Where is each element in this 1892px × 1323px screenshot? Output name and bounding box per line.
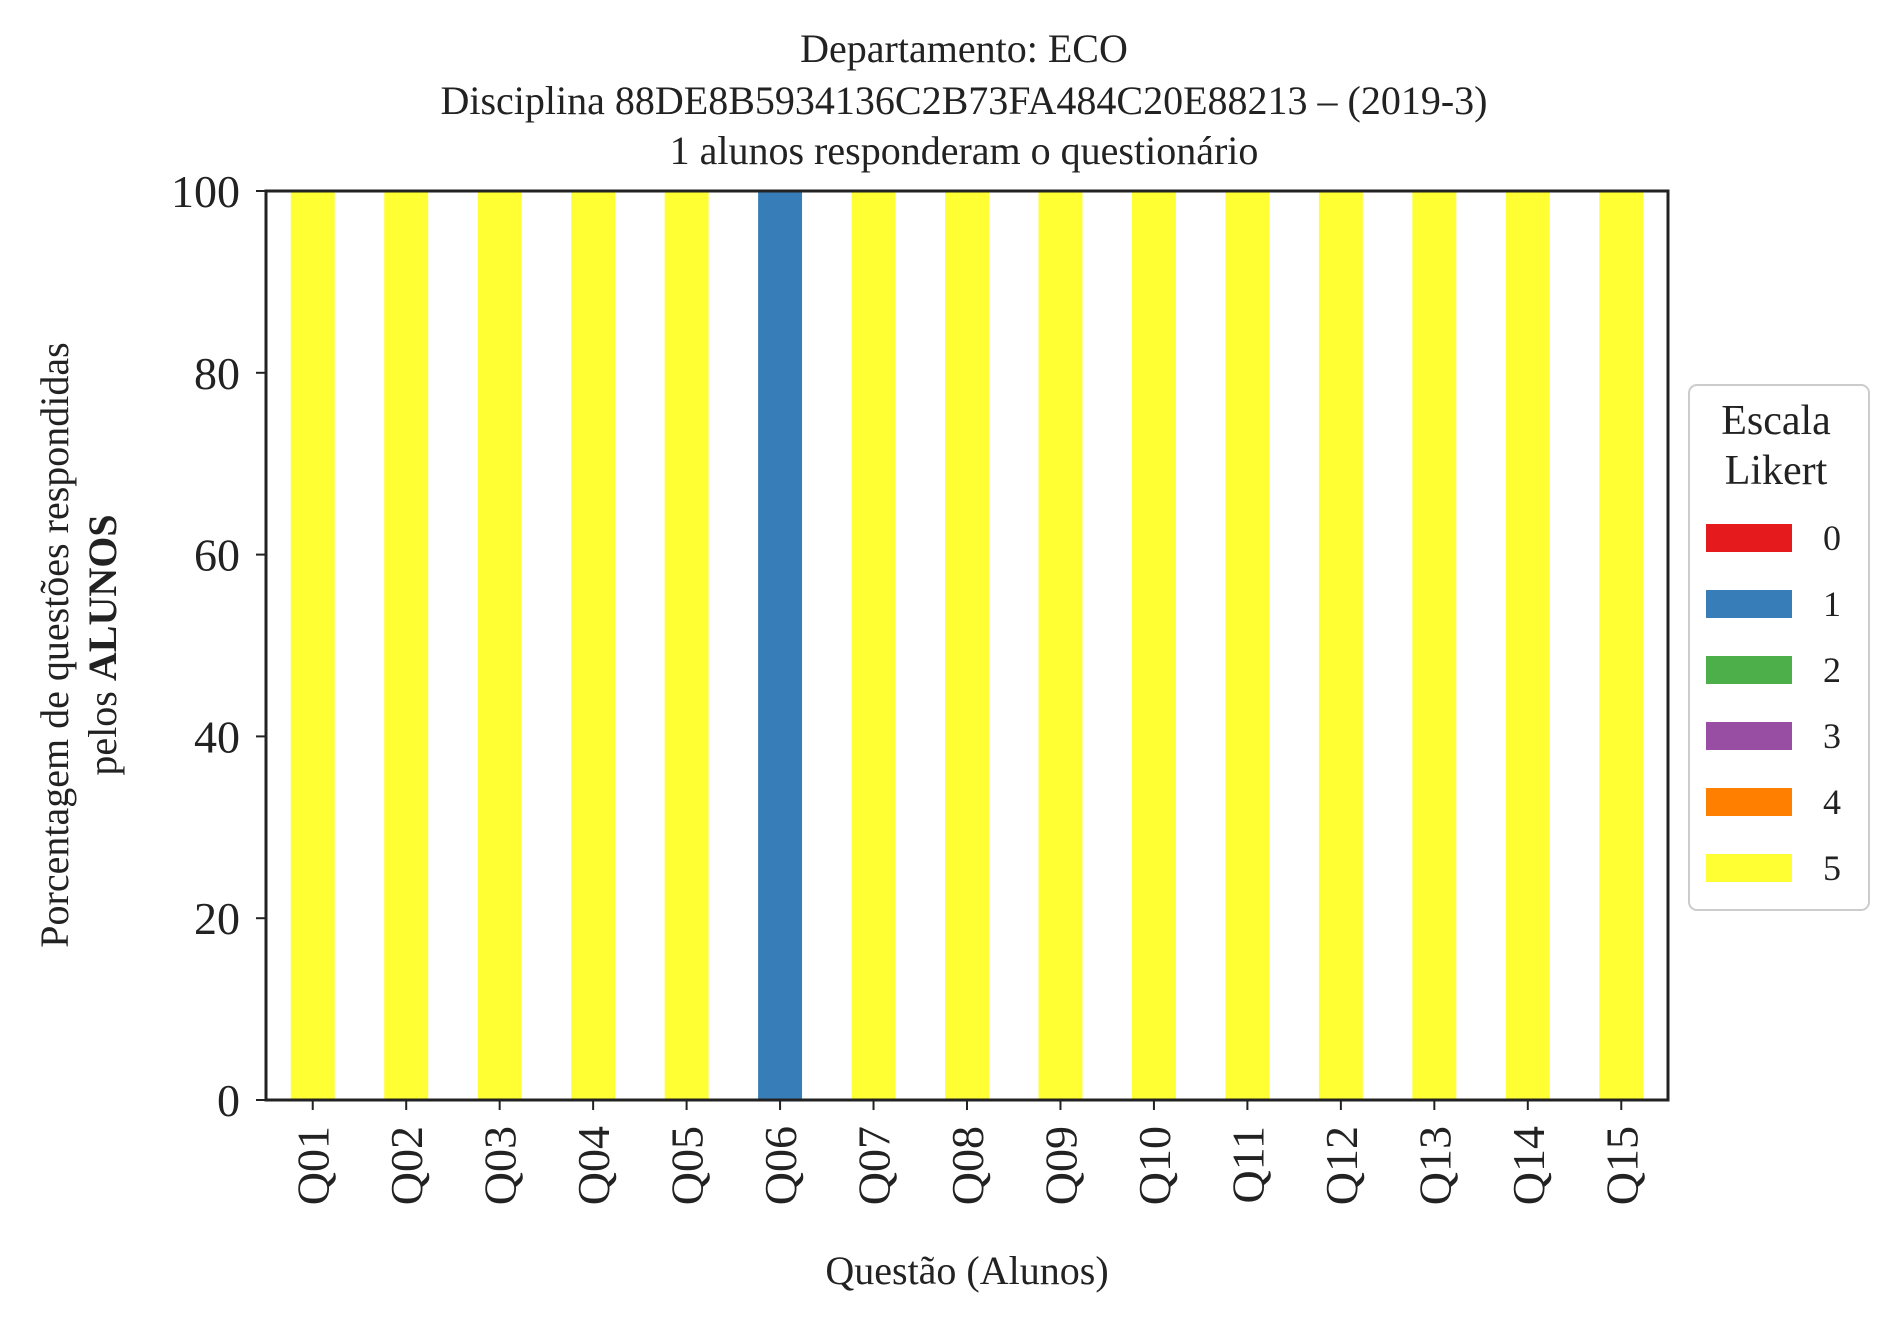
x-axis-ticks: Q01 Q02 Q03 Q04 Q05 Q06 Q07 Q08 Q09 Q10 Q11 Q12 Q13 Q… xyxy=(288,1100,1647,1205)
legend-title-line-2: Likert xyxy=(1725,448,1828,494)
title-line-3: 1 alunos responderam o questionário xyxy=(670,128,1259,173)
y-tick-label: 100 xyxy=(171,166,240,217)
bar-Q03-likert-5 xyxy=(477,191,522,1100)
bar-Q15-likert-5 xyxy=(1599,191,1644,1100)
bar-Q01-likert-5 xyxy=(290,191,335,1100)
bar-Q05-likert-5 xyxy=(664,191,709,1100)
title-line-1: Departamento: ECO xyxy=(800,26,1128,71)
bar-Q02-likert-5 xyxy=(384,191,429,1100)
x-tick-label: Q07 xyxy=(849,1126,900,1205)
x-tick-label: Q15 xyxy=(1596,1126,1647,1205)
legend-swatch-0 xyxy=(1706,524,1792,552)
legend-swatch-3 xyxy=(1706,722,1792,750)
legend-swatch-2 xyxy=(1706,656,1792,684)
y-axis-label-bold: ALUNOS xyxy=(80,514,125,681)
plot-frame xyxy=(264,189,1670,1102)
bar-Q10-likert-5 xyxy=(1131,191,1176,1100)
y-tick-label: 60 xyxy=(194,530,240,581)
x-axis-label: Questão (Alunos) xyxy=(825,1248,1108,1293)
chart-title: Departamento: ECO Disciplina 88DE8B59341… xyxy=(440,26,1487,173)
x-tick-label: Q02 xyxy=(381,1126,432,1205)
y-tick-label: 80 xyxy=(194,348,240,399)
y-axis-ticks: 0 20 40 60 80 100 xyxy=(171,166,266,1126)
legend: Escala Likert 0 1 2 3 4 5 xyxy=(1688,384,1870,911)
legend-title-line-1: Escala xyxy=(1721,398,1831,444)
bar-Q09-likert-5 xyxy=(1038,191,1083,1100)
legend-swatch-4 xyxy=(1706,788,1792,816)
bar-Q08-likert-5 xyxy=(945,191,989,1100)
bar-Q07-likert-5 xyxy=(851,191,896,1100)
bars-group xyxy=(290,191,1644,1100)
legend-box xyxy=(1688,384,1870,911)
y-tick-label: 20 xyxy=(194,893,240,944)
x-tick-label: Q05 xyxy=(662,1126,713,1205)
legend-swatch-1 xyxy=(1706,590,1792,618)
bar-Q11-likert-5 xyxy=(1225,191,1270,1100)
y-axis-label-line-2: pelos ALUNOS xyxy=(80,514,125,775)
legend-label-4: 4 xyxy=(1823,782,1841,822)
y-axis-label-prefix: pelos xyxy=(80,681,125,775)
bar-Q14-likert-5 xyxy=(1505,191,1550,1100)
x-tick-label: Q01 xyxy=(288,1126,339,1205)
legend-items: 0 1 2 3 4 5 xyxy=(1706,518,1841,888)
x-tick-label: Q04 xyxy=(568,1126,619,1205)
title-line-2: Disciplina 88DE8B5934136C2B73FA484C20E88… xyxy=(440,78,1487,123)
legend-label-0: 0 xyxy=(1823,518,1841,558)
x-tick-label: Q09 xyxy=(1035,1126,1086,1205)
x-tick-label: Q12 xyxy=(1316,1126,1367,1205)
legend-label-1: 1 xyxy=(1823,584,1841,624)
bar-Q13-likert-5 xyxy=(1412,191,1457,1100)
legend-label-2: 2 xyxy=(1823,650,1841,690)
y-tick-label: 40 xyxy=(194,711,240,762)
x-tick-label: Q10 xyxy=(1129,1126,1180,1205)
y-tick-label: 0 xyxy=(217,1075,240,1126)
bar-Q12-likert-5 xyxy=(1318,191,1363,1100)
y-axis-label: Porcentagem de questões respondidas pelo… xyxy=(32,342,125,947)
x-tick-label: Q06 xyxy=(755,1126,806,1205)
y-axis-label-line-1: Porcentagem de questões respondidas xyxy=(32,342,77,947)
x-tick-label: Q08 xyxy=(942,1126,993,1205)
x-tick-label: Q11 xyxy=(1222,1126,1273,1204)
bar-Q04-likert-5 xyxy=(571,191,616,1100)
x-tick-label: Q14 xyxy=(1503,1126,1554,1205)
x-tick-label: Q03 xyxy=(475,1126,526,1205)
bar-Q06-likert-1 xyxy=(758,191,803,1100)
legend-label-3: 3 xyxy=(1823,716,1841,756)
x-tick-label: Q13 xyxy=(1409,1126,1460,1205)
legend-label-5: 5 xyxy=(1823,848,1841,888)
legend-swatch-5 xyxy=(1706,854,1792,882)
